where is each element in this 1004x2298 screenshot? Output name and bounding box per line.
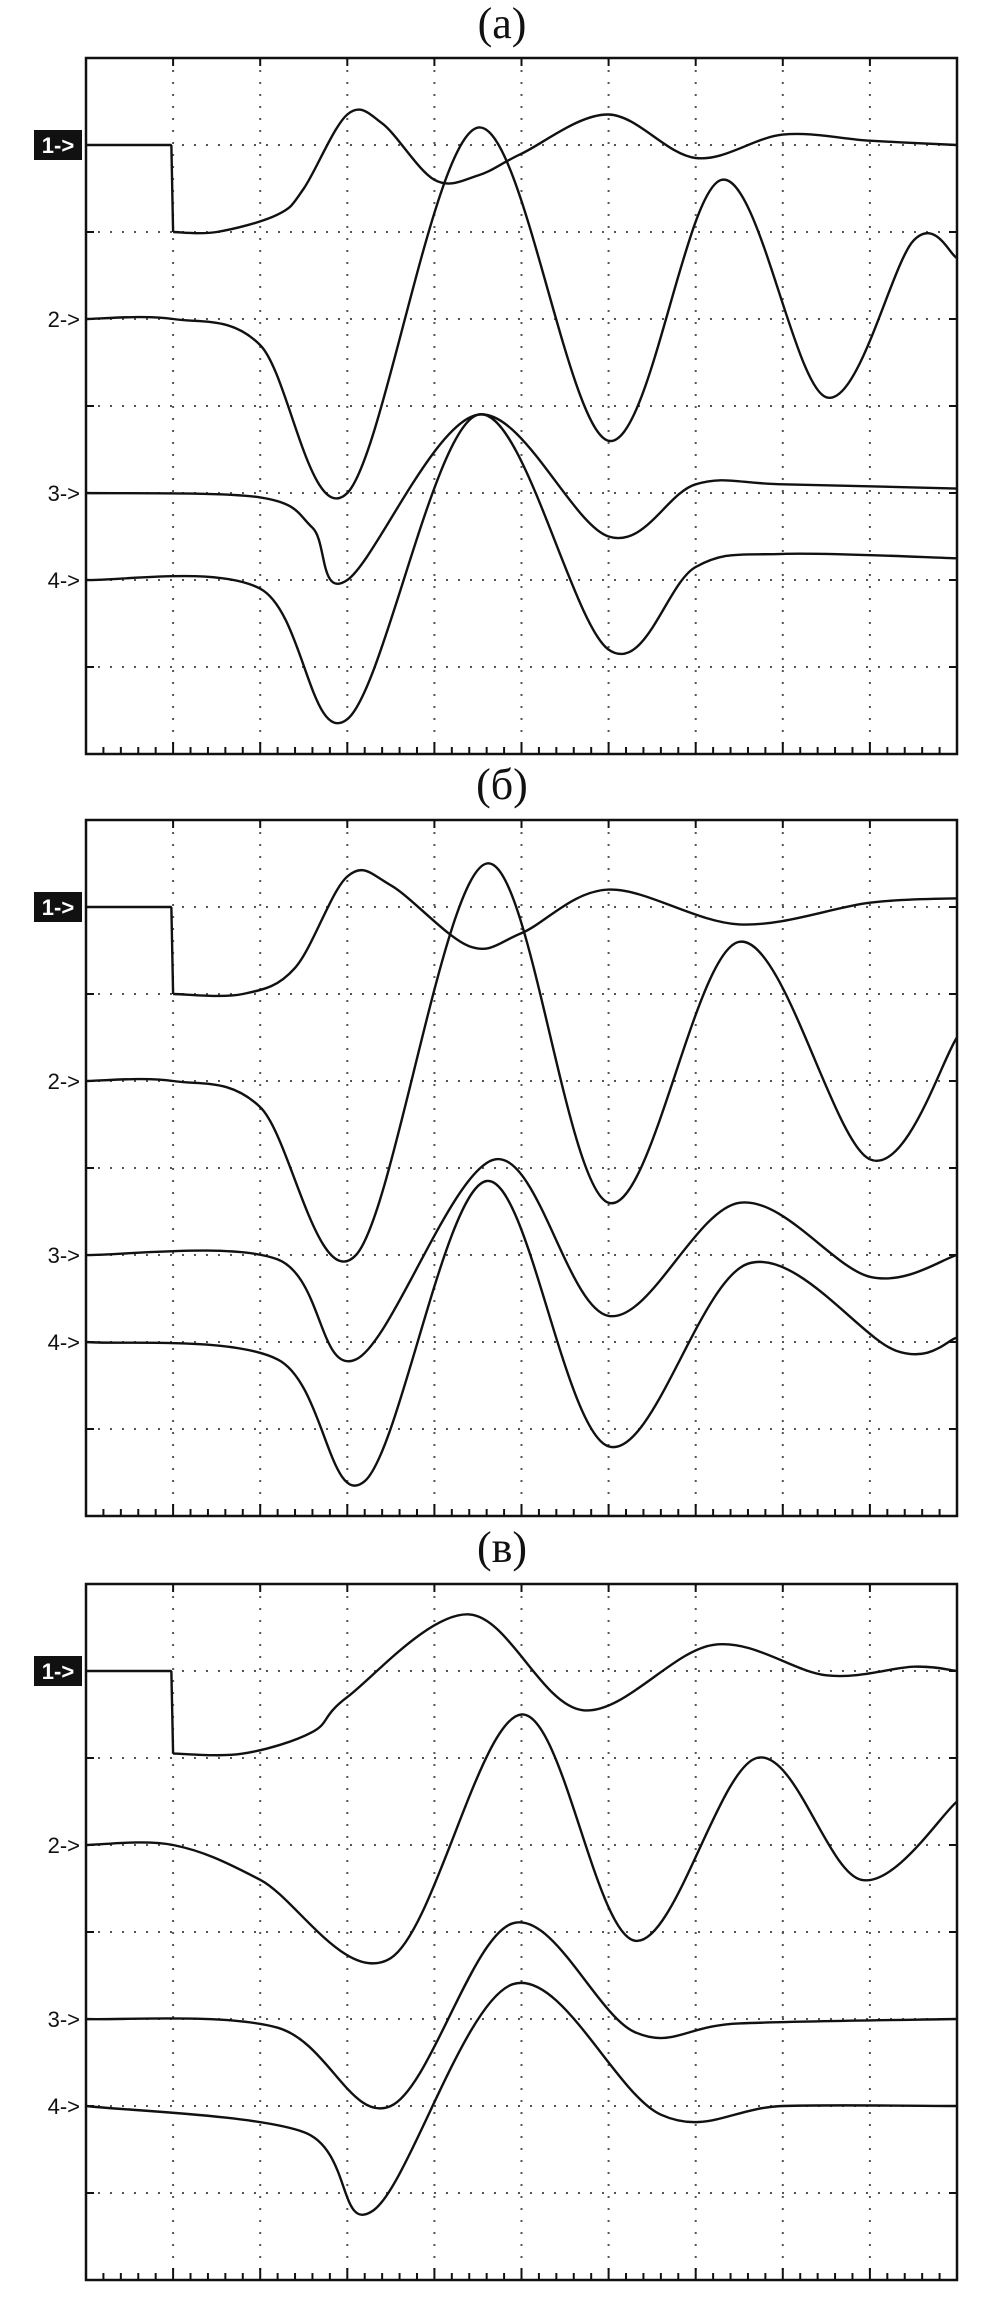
trace-channel-2: [85, 862, 958, 1263]
channel-marker-label: 3->: [48, 481, 80, 506]
channel-marker-label: 4->: [48, 568, 80, 593]
oscilloscope-chart-a: 1-> 2-> 3-> 4->: [34, 56, 959, 756]
channel-marker-label: 3->: [48, 2007, 80, 2032]
channel-marker-box: [34, 130, 82, 160]
channel-marker-label: 2->: [48, 307, 80, 332]
trace-channel-1: [173, 108, 958, 235]
channel-marker-box: [34, 892, 82, 922]
trace-edge: [170, 906, 175, 995]
trace-channel-3: [85, 413, 958, 585]
panel-title-a: (а): [477, 0, 527, 48]
channel-marker-label: 2->: [48, 1833, 80, 1858]
graticule: [86, 58, 957, 754]
plot-frame: [84, 818, 959, 1518]
plot-frame: [84, 1582, 959, 2282]
graticule: [86, 1584, 957, 2280]
panel-title-c: (в): [476, 1523, 528, 1572]
trace-channel-1: [173, 1613, 958, 1757]
channel-marker-label: 3->: [48, 1243, 80, 1268]
channel-marker-label: 1->: [42, 895, 74, 920]
trace-channel-2: [85, 126, 958, 500]
channel-marker-label: 1->: [42, 133, 74, 158]
trace-channel-3: [85, 1158, 958, 1363]
channel-marker-label: 4->: [48, 1330, 80, 1355]
trace-channel-1: [173, 868, 958, 998]
trace-edge: [170, 1670, 175, 1754]
trace-edge: [170, 144, 175, 233]
channel-marker-label: 4->: [48, 2094, 80, 2119]
oscilloscope-chart-b: 1-> 2-> 3-> 4->: [34, 818, 959, 1518]
trace-channel-4: [85, 413, 958, 725]
trace-channel-4: [85, 1981, 958, 2216]
oscilloscope-chart-c: 1-> 2-> 3-> 4->: [34, 1582, 959, 2282]
channel-marker-box: [34, 1656, 82, 1686]
panel-title-b: (б): [476, 760, 528, 809]
trace-channel-4: [85, 1179, 958, 1487]
trace-channel-3: [85, 1921, 958, 2110]
trace-channel-2: [85, 1713, 958, 1965]
channel-marker-label: 1->: [42, 1659, 74, 1684]
channel-marker-label: 2->: [48, 1069, 80, 1094]
plot-frame: [84, 56, 959, 756]
graticule: [86, 820, 957, 1516]
